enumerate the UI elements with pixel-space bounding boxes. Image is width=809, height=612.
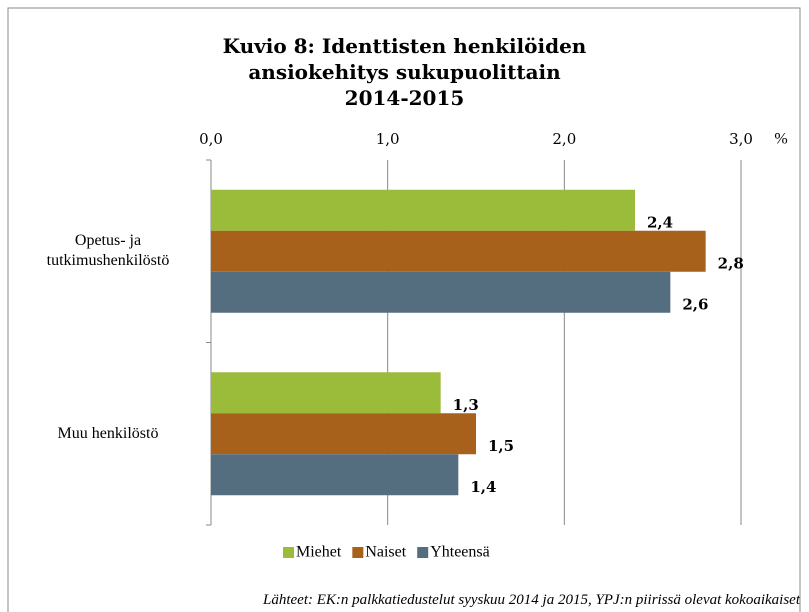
legend-swatch (352, 547, 364, 558)
source-note: Lähteet: EK:n palkkatiedustelut syyskuu … (263, 592, 800, 608)
legend-swatch (417, 547, 429, 558)
legend-swatch (283, 547, 294, 558)
data-label: 2,8 (718, 254, 744, 272)
data-label: 1,3 (453, 396, 479, 414)
bar (211, 413, 476, 455)
chart-border (7, 7, 801, 612)
data-label: 1,4 (470, 478, 496, 496)
bar (211, 372, 441, 414)
bar (211, 189, 635, 231)
x-tick-label: 0,0 (199, 130, 223, 148)
data-label: 1,5 (488, 437, 514, 455)
bar (211, 230, 706, 272)
legend-label: Naiset (365, 544, 406, 561)
y-tick-label: Opetus- ja tutkimushenkilöstö (46, 232, 170, 270)
data-label: 2,6 (682, 295, 708, 313)
x-tick-label: 3,0 (729, 130, 753, 148)
legend-label: Yhteensä (430, 544, 490, 561)
x-unit: % (774, 131, 787, 148)
chart-title: Kuvio 8: Identtisten henkilöiden ansioke… (222, 34, 587, 110)
legend-label: Miehet (296, 544, 342, 561)
bar (211, 454, 459, 496)
data-label: 2,4 (647, 213, 673, 231)
bar (211, 271, 671, 313)
y-tick-label: Muu henkilöstö (57, 424, 159, 442)
x-tick-label: 2,0 (552, 130, 576, 148)
x-tick-label: 1,0 (376, 130, 400, 148)
